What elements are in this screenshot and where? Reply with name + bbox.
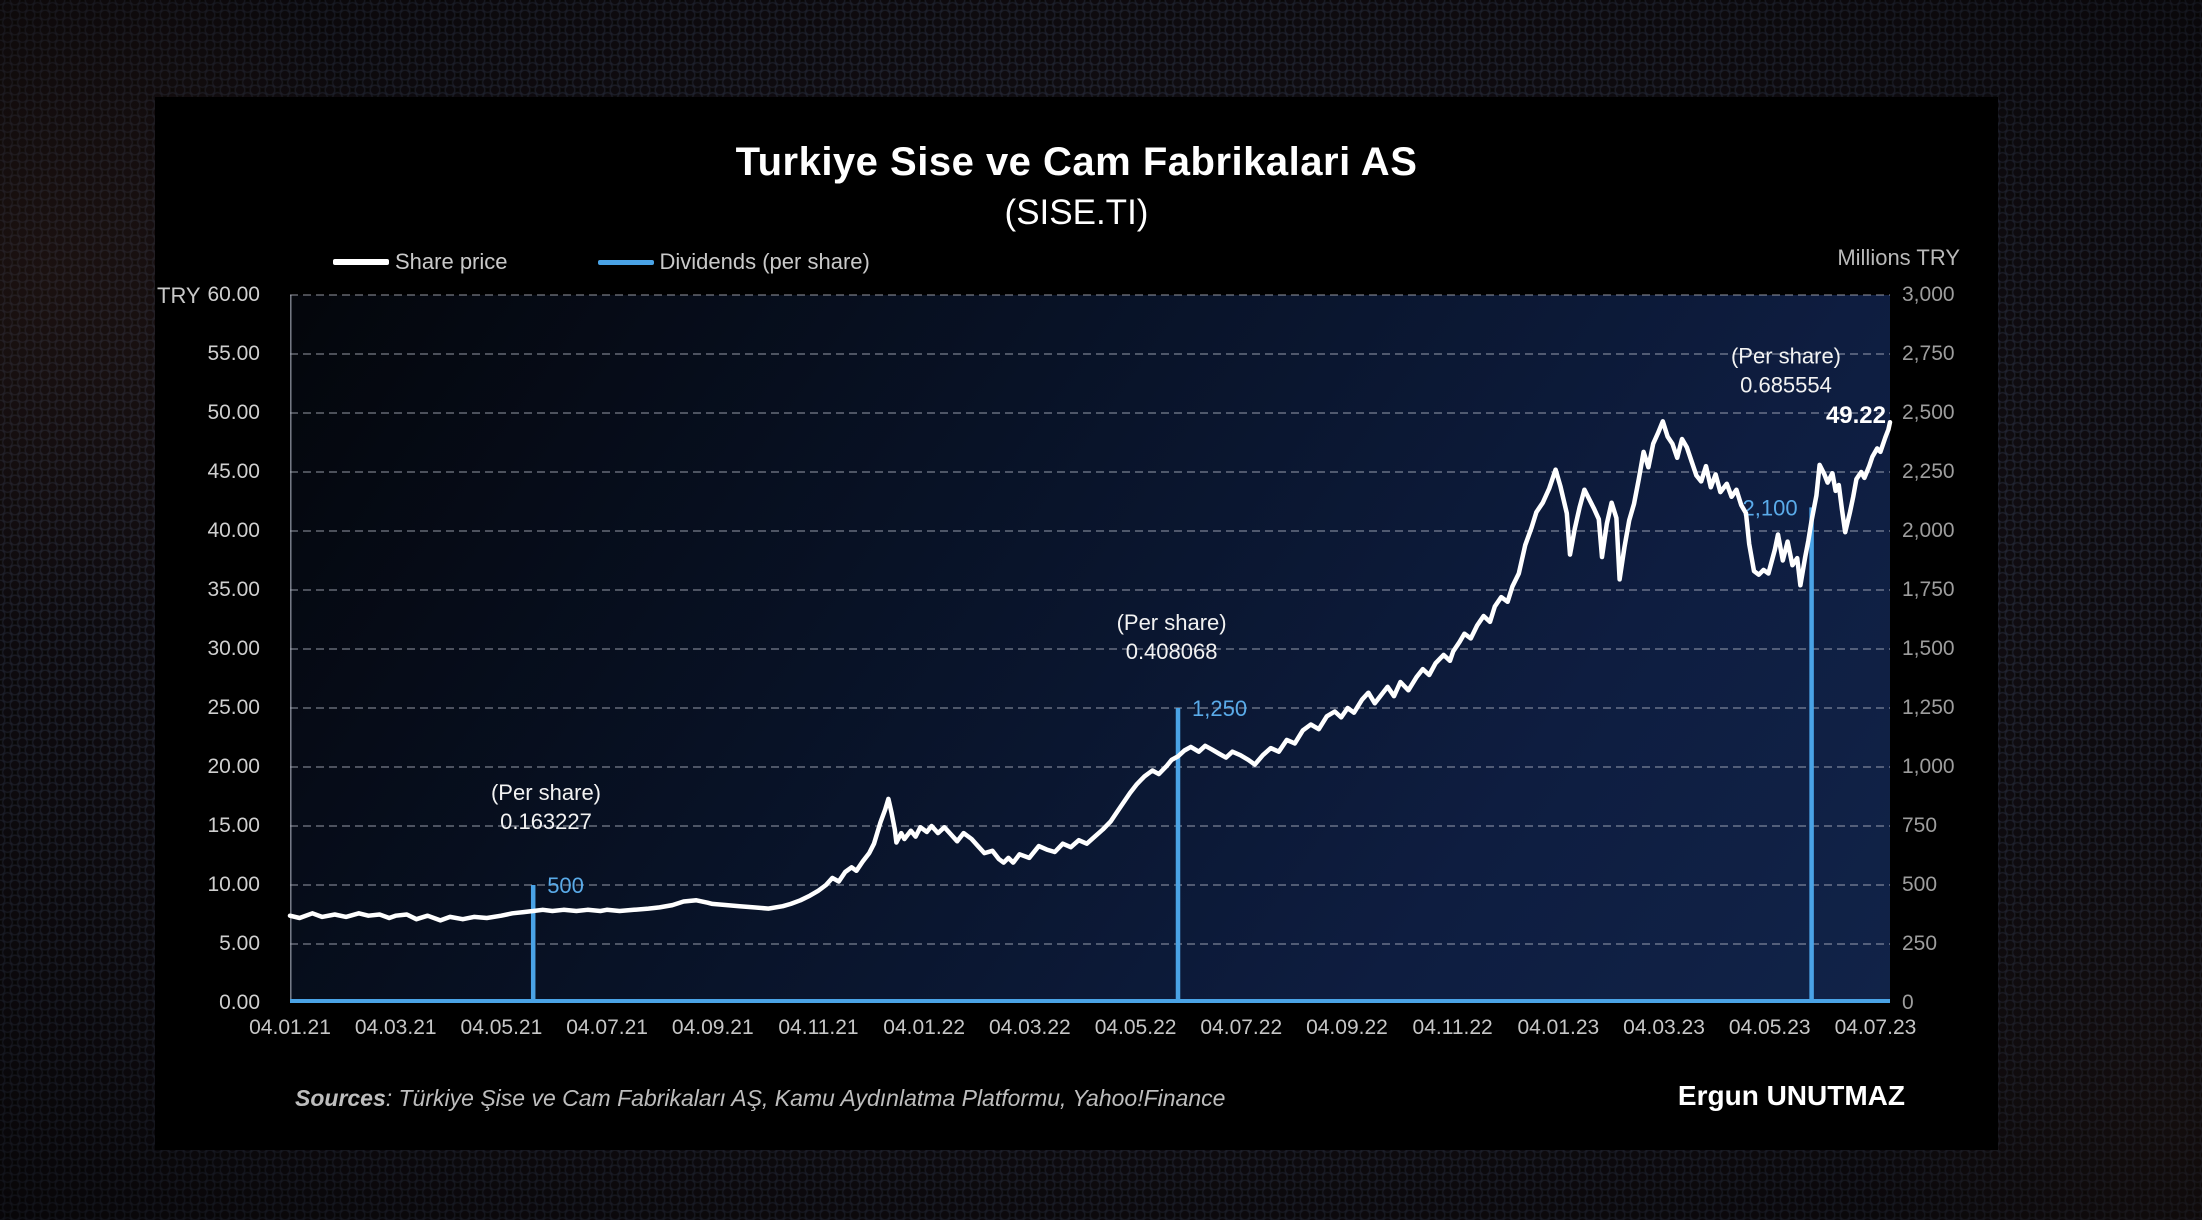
- left-tick-label: 50.00: [207, 401, 260, 424]
- dividend-value-label: 500: [547, 873, 584, 898]
- x-tick-label: 04.03.22: [988, 1016, 1071, 1039]
- author-signature: Ergun UNUTMAZ: [1677, 1080, 1905, 1111]
- right-tick-label: 1,000: [1902, 755, 1955, 778]
- right-tick-label: 2,000: [1902, 519, 1955, 542]
- right-tick-label: 250: [1902, 932, 1938, 955]
- left-tick-label: 30.00: [207, 637, 260, 660]
- per-share-annotation-line2: 0.163227: [500, 809, 592, 834]
- right-tick-label: 2,750: [1902, 342, 1955, 365]
- left-axis-header: TRY: [157, 283, 201, 308]
- left-tick-label: 10.00: [207, 873, 260, 896]
- left-tick-label: 40.00: [207, 519, 260, 542]
- x-tick-label: 04.11.21: [778, 1016, 859, 1039]
- right-axis-header: Millions TRY: [1837, 245, 1960, 270]
- plot-area: 500 (Per share) 0.163227 1,250 (Per share) 0.…: [287, 294, 1893, 1003]
- dividend-value-label: 1,250: [1192, 696, 1247, 721]
- left-tick-label: 0.00: [219, 991, 260, 1014]
- share-price-line: [287, 419, 1893, 923]
- sources-note: Sources: Türkiye Şise ve Cam Fabrikaları…: [295, 1085, 1225, 1112]
- per-share-annotation-line2: 0.685554: [1740, 372, 1832, 397]
- title-block: Turkiye Sise ve Cam Fabrikalari AS (SISE…: [155, 140, 1998, 233]
- left-tick-label: 45.00: [207, 460, 260, 483]
- left-tick-label: 55.00: [207, 342, 260, 365]
- right-tick-label: 0: [1902, 991, 1914, 1014]
- right-tick-label: 500: [1902, 873, 1938, 896]
- share-price-line-swatch: [333, 259, 389, 265]
- x-tick-label: 04.05.22: [1094, 1016, 1177, 1039]
- right-tick-label: 750: [1902, 814, 1938, 837]
- x-tick-label: 04.07.23: [1834, 1016, 1917, 1039]
- last-price-label: 49.22: [1826, 402, 1886, 429]
- dividend-value-label: 2,100: [1743, 495, 1798, 520]
- x-tick-label: 04.11.22: [1412, 1016, 1493, 1039]
- legend-item-share-price: Share price: [333, 249, 508, 275]
- per-share-annotation-line1: (Per share): [1117, 610, 1227, 635]
- legend: Share price Dividends (per share): [333, 249, 870, 275]
- legend-label-dividends: Dividends (per share): [659, 249, 870, 274]
- chart-subtitle: (SISE.TI): [1004, 193, 1149, 232]
- right-tick-label: 1,250: [1902, 696, 1955, 719]
- left-tick-label: 5.00: [219, 932, 260, 955]
- x-tick-label: 04.09.22: [1306, 1016, 1388, 1039]
- x-tick-label: 04.07.21: [566, 1016, 648, 1039]
- sources-label: Sources: [295, 1085, 386, 1111]
- right-tick-label: 2,500: [1902, 401, 1955, 424]
- chart-title: Turkiye Sise ve Cam Fabrikalari AS: [735, 140, 1418, 184]
- x-tick-label: 04.01.23: [1517, 1016, 1600, 1039]
- right-tick-label: 3,000: [1902, 283, 1955, 306]
- dividends-line-swatch: [597, 259, 654, 265]
- left-tick-label: 35.00: [207, 578, 260, 601]
- per-share-annotation-line1: (Per share): [1731, 343, 1841, 368]
- per-share-annotation-line1: (Per share): [491, 780, 601, 805]
- sources-text: : Türkiye Şise ve Cam Fabrikaları AŞ, Ka…: [385, 1085, 1226, 1111]
- left-tick-label: 60.00: [207, 283, 260, 306]
- legend-item-dividends: Dividends (per share): [597, 249, 870, 275]
- legend-label-share-price: Share price: [395, 249, 508, 274]
- x-tick-label: 04.01.21: [249, 1016, 331, 1039]
- left-tick-label: 15.00: [207, 814, 260, 837]
- left-tick-label: 20.00: [207, 755, 260, 778]
- right-tick-label: 2,250: [1902, 460, 1955, 483]
- x-tick-label: 04.03.21: [354, 1016, 437, 1039]
- x-tick-label: 04.05.21: [460, 1016, 543, 1039]
- x-tick-label: 04.09.21: [671, 1016, 754, 1039]
- right-tick-label: 1,750: [1902, 578, 1955, 601]
- chart-canvas: 500 (Per share) 0.163227 1,250 (Per share) 0.…: [287, 294, 1893, 1003]
- right-tick-label: 1,500: [1902, 637, 1955, 660]
- x-tick-label: 04.07.22: [1200, 1016, 1283, 1039]
- left-tick-label: 25.00: [207, 696, 260, 719]
- x-tick-label: 04.03.23: [1623, 1016, 1705, 1039]
- x-tick-label: 04.05.23: [1728, 1016, 1811, 1039]
- per-share-annotation-line2: 0.408068: [1126, 639, 1218, 664]
- x-tick-label: 04.01.22: [883, 1016, 966, 1039]
